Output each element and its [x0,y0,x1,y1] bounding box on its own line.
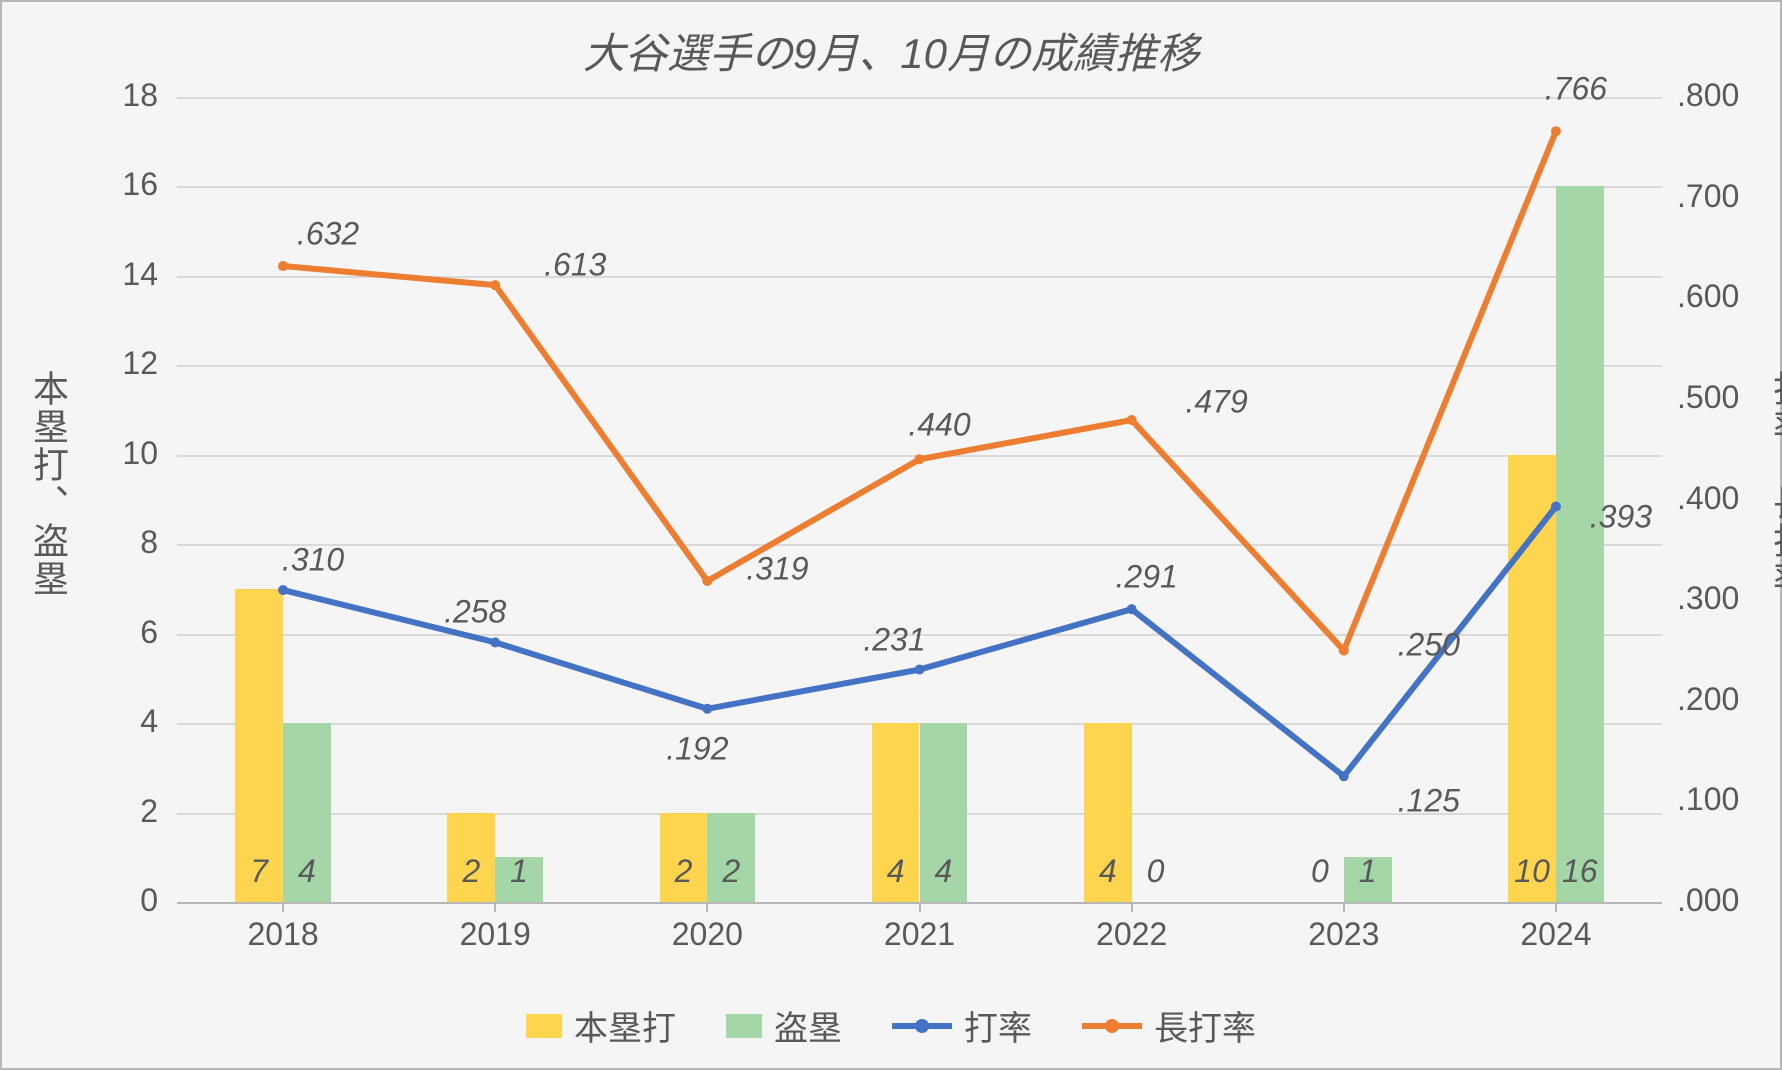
y-right-tick: .100 [1677,781,1739,818]
avg-data-label: .393 [1590,498,1652,535]
y-right-tick: .700 [1677,178,1739,215]
x-tick-label: 2021 [884,916,955,953]
legend-item-hr: 本塁打 [526,1001,676,1050]
slg-marker [915,454,925,464]
plot-area: 7224401041240116.310.258.192.231.291.125… [177,97,1662,902]
y-left-tick: 6 [78,614,158,651]
x-tick-mark [1131,902,1133,912]
slg-data-label: .440 [908,407,970,444]
legend-swatch-line [892,1023,952,1029]
avg-marker [702,704,712,714]
y-axis-right-label: 打率、長打率 [1762,370,1782,598]
y-left-tick: 4 [78,703,158,740]
avg-marker [1339,771,1349,781]
slg-line [283,131,1556,650]
avg-marker [490,637,500,647]
y-right-tick: .400 [1677,480,1739,517]
legend-swatch-bar [526,1014,562,1038]
y-right-tick: .800 [1677,77,1739,114]
x-tick-label: 2020 [672,916,743,953]
slg-marker [702,576,712,586]
legend-item-sb: 盗塁 [726,1001,842,1050]
legend-label: 長打率 [1154,1001,1256,1050]
y-right-tick: .600 [1677,278,1739,315]
legend: 本塁打 盗塁 打率 長打率 [2,1001,1780,1050]
slg-data-label: .250 [1398,627,1460,664]
x-tick-mark [1343,902,1345,912]
avg-data-label: .310 [282,542,344,579]
avg-marker [915,665,925,675]
y-right-tick: .200 [1677,681,1739,718]
slg-data-label: .632 [297,216,359,253]
slg-data-label: .479 [1186,384,1248,421]
avg-data-label: .125 [1398,783,1460,820]
line-layer [177,97,1662,902]
x-tick-label: 2023 [1308,916,1379,953]
y-left-tick: 14 [78,256,158,293]
legend-swatch-line [1082,1023,1142,1029]
legend-label: 本塁打 [574,1001,676,1050]
avg-data-label: .231 [863,621,925,658]
slg-marker [1127,415,1137,425]
x-tick-mark [706,902,708,912]
avg-marker [1551,502,1561,512]
avg-data-label: .291 [1116,559,1178,596]
legend-label: 打率 [964,1001,1032,1050]
x-tick-mark [282,902,284,912]
x-tick-label: 2024 [1520,916,1591,953]
legend-item-slg: 長打率 [1082,1001,1256,1050]
chart-container: 大谷選手の9月、10月の成績推移 7224401041240116.310.25… [0,0,1782,1070]
legend-item-avg: 打率 [892,1001,1032,1050]
avg-data-label: .258 [444,594,506,631]
y-left-tick: 2 [78,793,158,830]
avg-marker [1127,604,1137,614]
slg-marker [490,280,500,290]
y-left-tick: 12 [78,345,158,382]
y-left-tick: 8 [78,524,158,561]
y-axis-left-label: 本塁打、盗塁 [22,370,74,598]
x-tick-mark [494,902,496,912]
legend-label: 盗塁 [774,1001,842,1050]
slg-marker [278,261,288,271]
avg-data-label: .192 [666,730,728,767]
legend-swatch-bar [726,1014,762,1038]
x-tick-label: 2019 [460,916,531,953]
slg-data-label: .319 [746,551,808,588]
y-left-tick: 10 [78,435,158,472]
chart-title: 大谷選手の9月、10月の成績推移 [2,20,1780,81]
x-tick-mark [1555,902,1557,912]
y-right-tick: .500 [1677,379,1739,416]
y-left-tick: 18 [78,77,158,114]
y-left-tick: 0 [78,882,158,919]
slg-marker [1551,126,1561,136]
slg-marker [1339,645,1349,655]
slg-data-label: .766 [1545,71,1607,108]
y-right-tick: .000 [1677,882,1739,919]
y-left-tick: 16 [78,166,158,203]
avg-marker [278,585,288,595]
x-tick-label: 2018 [247,916,318,953]
slg-data-label: .613 [544,247,606,284]
y-right-tick: .300 [1677,580,1739,617]
x-tick-label: 2022 [1096,916,1167,953]
x-tick-mark [919,902,921,912]
